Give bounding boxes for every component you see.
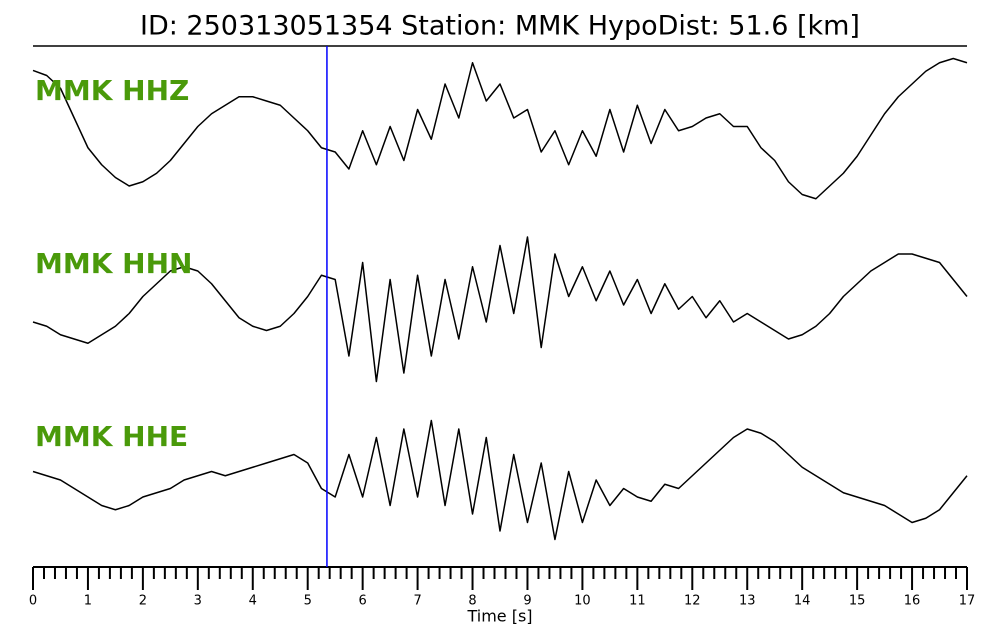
x-tick-label: 0 bbox=[29, 594, 37, 609]
x-tick-label: 9 bbox=[523, 594, 531, 609]
trace-label: MMK HHE bbox=[35, 420, 188, 453]
x-tick-label: 2 bbox=[139, 594, 147, 609]
x-tick-label: 3 bbox=[194, 594, 202, 609]
x-tick-label: 12 bbox=[684, 594, 701, 609]
chart-title: ID: 250313051354 Station: MMK HypoDist: … bbox=[140, 11, 860, 42]
trace bbox=[32, 236, 968, 383]
x-tick-label: 14 bbox=[794, 594, 811, 609]
x-tick-label: 5 bbox=[304, 594, 312, 609]
x-tick-label: 8 bbox=[468, 594, 476, 609]
x-tick-label: 17 bbox=[959, 594, 976, 609]
trace bbox=[32, 57, 968, 200]
x-axis-label: Time [s] bbox=[466, 607, 532, 626]
x-tick-label: 1 bbox=[84, 594, 92, 609]
x-tick-label: 13 bbox=[739, 594, 756, 609]
x-tick-label: 11 bbox=[629, 594, 646, 609]
x-tick-label: 15 bbox=[849, 594, 866, 609]
trace-label: MMK HHN bbox=[35, 247, 192, 280]
trace bbox=[32, 419, 968, 541]
trace-label: MMK HHZ bbox=[35, 74, 189, 107]
x-tick-label: 6 bbox=[359, 594, 367, 609]
x-tick-label: 4 bbox=[249, 594, 257, 609]
x-tick-label: 10 bbox=[574, 594, 591, 609]
x-tick-label: 7 bbox=[413, 594, 421, 609]
x-tick-label: 16 bbox=[904, 594, 921, 609]
